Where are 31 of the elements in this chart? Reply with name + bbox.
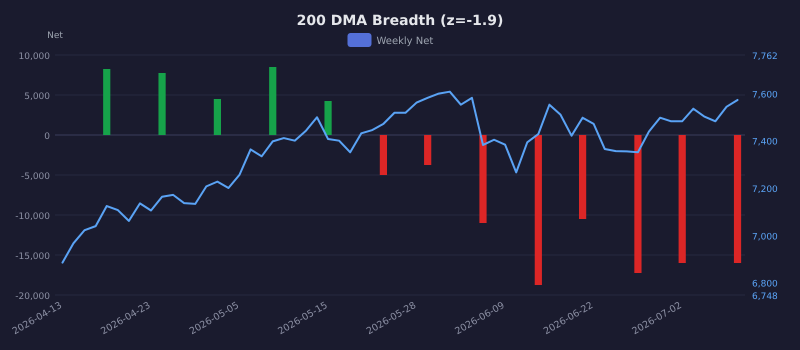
y-tick-label: 10,000 — [18, 52, 50, 62]
y-tick-label: -15,000 — [15, 252, 50, 262]
bar — [579, 135, 586, 219]
bar — [103, 69, 110, 135]
bar — [424, 135, 432, 165]
y2-tick-label: 7,200 — [752, 185, 778, 196]
bar — [634, 135, 642, 273]
bar — [380, 135, 387, 175]
y2-tick-label: 6,748 — [752, 292, 778, 302]
bar — [734, 135, 742, 263]
y-tick-label: -20,000 — [15, 292, 50, 302]
bar — [158, 73, 166, 135]
chart-title: 200 DMA Breadth (z=-1.9) — [296, 13, 504, 29]
y2-tick-label: 7,762 — [752, 52, 778, 62]
line-series — [61, 90, 739, 264]
y2-tick-label: 7,000 — [752, 232, 778, 242]
y2-tick-label: 7,400 — [752, 138, 778, 148]
text: Weekly Net — [376, 36, 434, 47]
y-tick-label: 5,000 — [24, 92, 50, 102]
bar — [324, 101, 332, 135]
y2-tick-label: 6,800 — [752, 280, 778, 290]
y-tick-label: 0 — [44, 132, 50, 142]
y2-tick-label: 7,600 — [752, 90, 778, 100]
bar — [479, 135, 487, 223]
bar — [534, 135, 542, 285]
bar — [269, 67, 276, 135]
bar — [678, 135, 686, 263]
y-axis-title: Net — [47, 31, 64, 41]
y-tick-label: -10,000 — [15, 212, 50, 222]
y-tick-label: -5,000 — [20, 172, 50, 182]
bar — [214, 99, 221, 135]
